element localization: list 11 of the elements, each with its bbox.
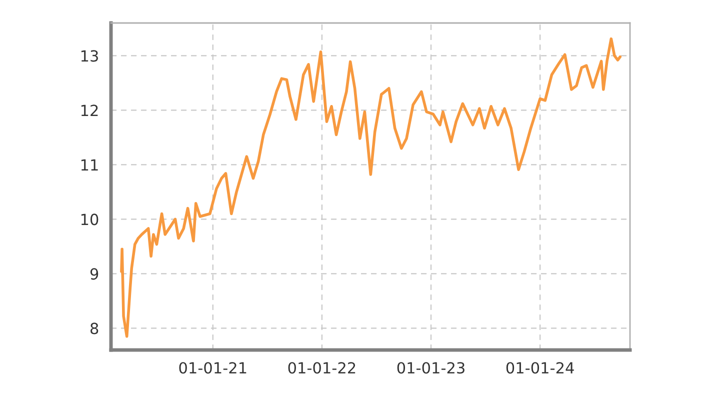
y-tick-label: 8 [90,322,98,334]
y-tick-label: 9 [90,268,98,280]
y-tick-label: 11 [81,159,98,171]
y-tick-label: 10 [81,214,98,226]
x-tick-label: 01-01-22 [288,362,356,374]
y-tick-label: 12 [81,104,98,116]
y-tick-label: 13 [81,50,98,62]
x-tick-label: 01-01-23 [397,362,464,374]
x-tick-label: 01-01-21 [179,362,246,374]
line-series [120,37,622,338]
x-tick-label: 01-01-24 [506,362,574,374]
